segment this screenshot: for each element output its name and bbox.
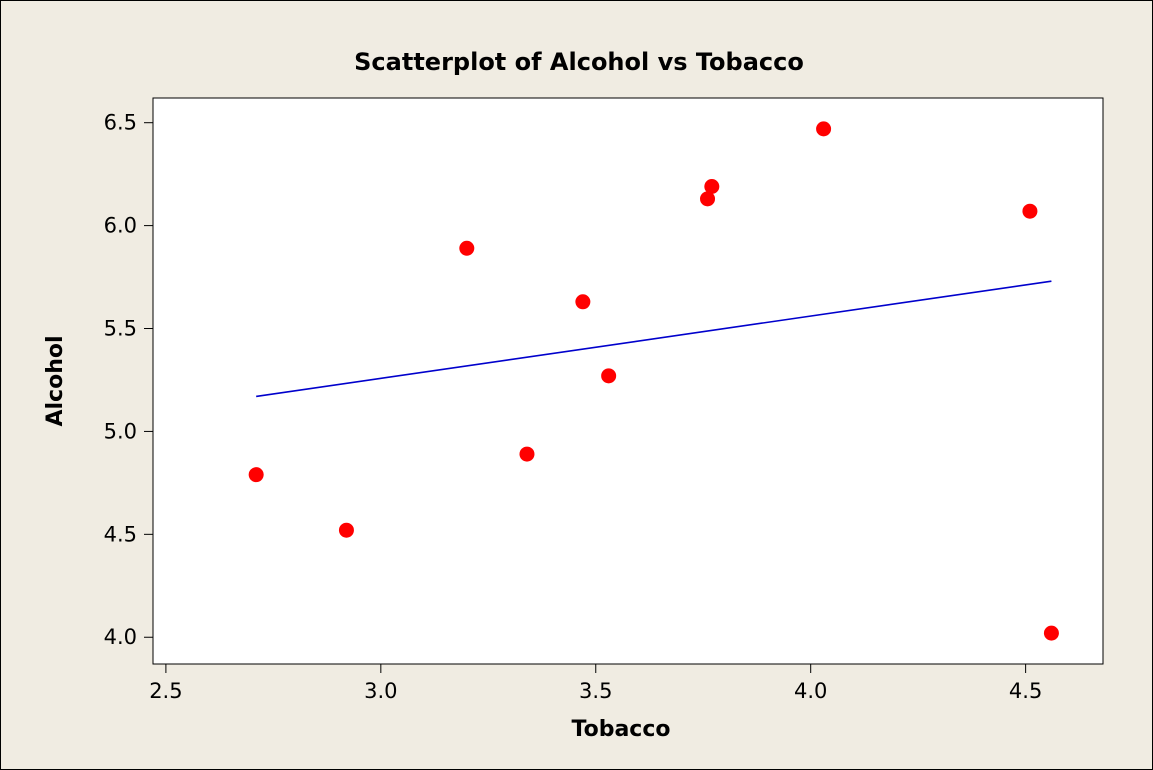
data-point <box>1043 625 1059 641</box>
data-point <box>575 294 591 310</box>
data-point <box>338 522 354 538</box>
data-points <box>248 121 1059 641</box>
x-tick-label: 3.5 <box>579 679 612 703</box>
y-tick-label: 5.5 <box>104 317 137 341</box>
data-point <box>700 191 716 207</box>
fit-line <box>256 280 1052 398</box>
data-point <box>459 240 475 256</box>
y-tick-label: 4.0 <box>104 625 137 649</box>
plot-area <box>152 97 1104 665</box>
data-point <box>704 179 720 195</box>
x-axis: 2.5 3.0 3.5 4.0 4.5 <box>149 664 1042 703</box>
data-point <box>816 121 832 137</box>
x-tick-label: 4.0 <box>794 679 827 703</box>
data-point <box>1022 203 1038 219</box>
y-tick-label: 6.5 <box>104 111 137 135</box>
y-axis-label: Alcohol <box>43 335 68 426</box>
data-point <box>248 467 264 483</box>
fit-line-group <box>256 280 1052 398</box>
data-point <box>601 368 617 384</box>
x-tick-label: 2.5 <box>149 679 182 703</box>
x-axis-label: Tobacco <box>572 717 671 742</box>
y-tick-label: 4.5 <box>104 522 137 546</box>
x-tick-label: 4.5 <box>1009 679 1042 703</box>
y-tick-label: 6.0 <box>104 214 137 238</box>
y-tick-label: 5.0 <box>104 419 137 443</box>
data-point <box>519 446 535 462</box>
y-axis: 4.0 4.5 5.0 5.5 6.0 6.5 <box>104 111 153 649</box>
x-tick-label: 3.0 <box>364 679 397 703</box>
chart-title: Scatterplot of Alcohol vs Tobacco <box>354 48 804 76</box>
